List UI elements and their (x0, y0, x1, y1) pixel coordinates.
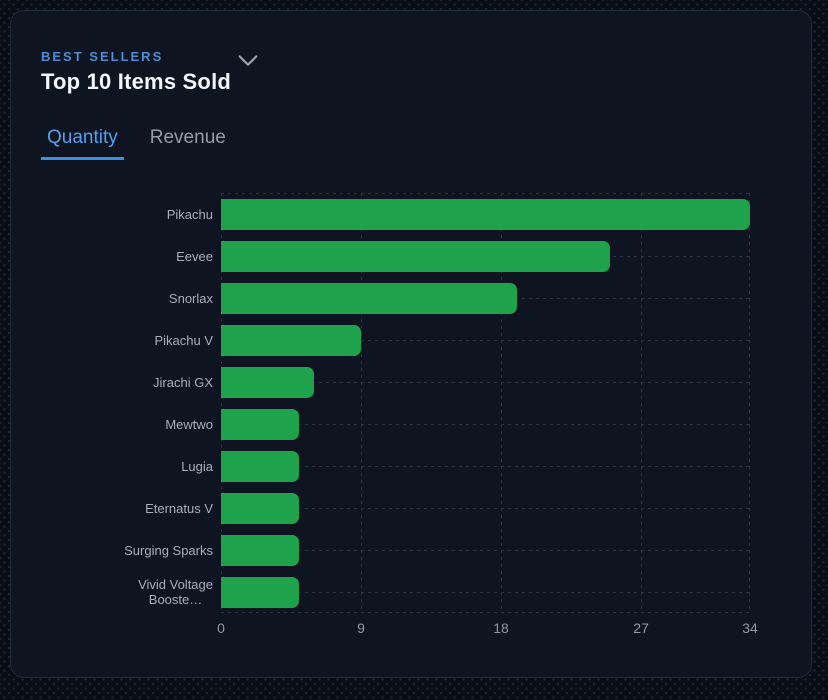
label-row: Mewtwo (11, 403, 213, 445)
gridline-horizontal (221, 340, 750, 341)
gridline-vertical (641, 193, 643, 613)
label-row: Pikachu (11, 193, 213, 235)
x-tick-label: 27 (633, 620, 649, 636)
label-row: Eternatus V (11, 487, 213, 529)
label-row: Pikachu V (11, 319, 213, 361)
bar[interactable] (221, 282, 517, 314)
gridline-vertical (361, 193, 363, 613)
chevron-down-icon[interactable] (237, 53, 259, 69)
label-row: Lugia (11, 445, 213, 487)
category-label: Pikachu (166, 206, 213, 222)
label-row: Surging Sparks (11, 529, 213, 571)
plot-area (221, 193, 750, 613)
x-tick-label: 18 (493, 620, 509, 636)
x-tick-label: 34 (742, 620, 758, 636)
category-label: Pikachu V (154, 332, 213, 348)
gridline-vertical (501, 193, 503, 613)
label-row: Snorlax (11, 277, 213, 319)
bar[interactable] (221, 366, 315, 398)
label-row: Eevee (11, 235, 213, 277)
page-title: Top 10 Items Sold (41, 69, 232, 94)
y-axis-labels: Pikachu Eevee Snorlax Pikachu V Jirachi GX Me… (11, 193, 213, 613)
category-label: Vivid Voltage Booste… (138, 577, 213, 607)
tab-revenue[interactable]: Revenue (144, 128, 232, 160)
bar[interactable] (221, 198, 750, 230)
tab-quantity[interactable]: Quantity (41, 128, 124, 160)
x-axis: 0 9 18 27 34 (217, 620, 758, 640)
bar[interactable] (221, 324, 362, 356)
bar[interactable] (221, 576, 299, 608)
x-tick-label: 0 (217, 620, 225, 636)
x-tick-label: 9 (357, 620, 365, 636)
gridline-horizontal (221, 550, 750, 551)
bar[interactable] (221, 450, 299, 482)
category-label: Mewtwo (165, 416, 213, 432)
tab-bar: Quantity Revenue (41, 128, 232, 160)
gridline-horizontal (221, 612, 750, 613)
label-row: Vivid Voltage Booste… (11, 571, 213, 613)
category-label: Snorlax (168, 290, 213, 306)
card-eyebrow: BEST SELLERS (41, 49, 164, 64)
gridline-horizontal (221, 592, 750, 593)
bar[interactable] (221, 240, 610, 272)
gridline-horizontal (221, 382, 750, 383)
category-label: Surging Sparks (124, 542, 213, 558)
best-sellers-card: BEST SELLERS Top 10 Items Sold Quantity … (10, 10, 812, 678)
category-label: Eevee (176, 248, 213, 264)
label-row: Jirachi GX (11, 361, 213, 403)
gridline-horizontal (221, 424, 750, 425)
gridline-horizontal (221, 466, 750, 467)
category-label: Jirachi GX (153, 374, 213, 390)
gridline-horizontal (221, 193, 750, 194)
category-label: Eternatus V (145, 500, 213, 516)
gridline-vertical (221, 193, 222, 613)
gridline-horizontal (221, 508, 750, 509)
bar[interactable] (221, 492, 299, 524)
category-label: Lugia (181, 458, 213, 474)
gridline-vertical (749, 193, 750, 613)
bar[interactable] (221, 408, 299, 440)
bar[interactable] (221, 534, 299, 566)
